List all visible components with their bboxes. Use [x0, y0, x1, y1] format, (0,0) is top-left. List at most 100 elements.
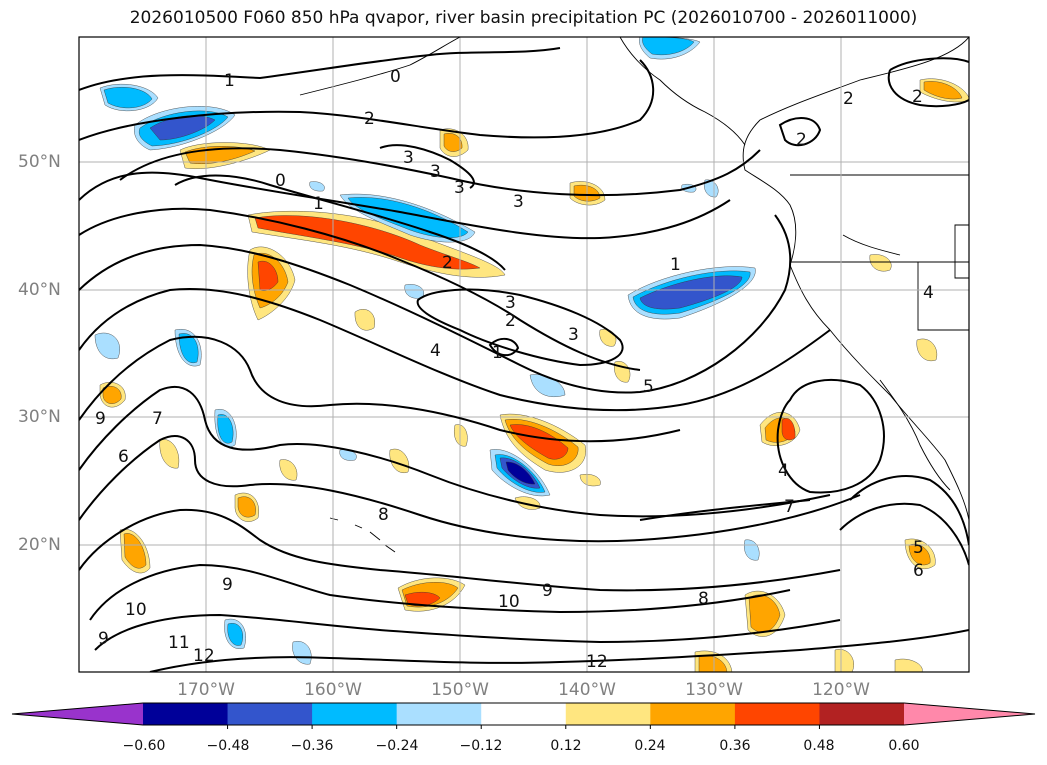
contour-line: [379, 144, 475, 189]
contour-label: 7: [152, 409, 163, 429]
lon-label-140w: 140°W: [558, 680, 616, 700]
colorbar-extend-low: [12, 703, 143, 725]
contour-line: [79, 59, 655, 141]
pc-pos-mid: [781, 418, 796, 441]
contour-label: 2: [442, 253, 453, 273]
lon-label-160w: 160°W: [304, 680, 362, 700]
contour-label: 4: [778, 461, 789, 481]
lat-label-20n: 20°N: [18, 535, 61, 555]
contour-label: 11: [168, 633, 190, 653]
contour-line: [94, 613, 841, 651]
pc-pos-faint: [354, 309, 375, 331]
pc-pos-faint: [916, 338, 938, 362]
pc-pos-faint: [279, 459, 298, 481]
contour-line: [839, 502, 969, 566]
pc-pos-faint: [454, 424, 468, 447]
contour-label: 5: [913, 538, 924, 558]
contour-label: 2: [505, 311, 516, 331]
hawaii-islands: [329, 517, 396, 553]
colorbar-segment: [227, 703, 313, 725]
pc-pos-low: [123, 533, 147, 569]
colorbar: [11, 702, 1036, 729]
coastlines: [299, 37, 969, 553]
state-border-4: [954, 224, 969, 279]
lon-label-150w: 150°W: [431, 680, 489, 700]
contour-line: [79, 385, 831, 518]
contour-line: [79, 435, 861, 543]
pc-neg-faint: [94, 332, 120, 360]
pc-pos-mid: [509, 424, 569, 460]
contour-label: 2: [843, 89, 854, 109]
contour-label: 8: [698, 589, 709, 609]
colorbar-tick: −0.36: [290, 738, 334, 754]
colorbar-tick: 0.60: [888, 738, 920, 754]
canada-islands: [619, 37, 746, 146]
pc-neg-low: [103, 87, 153, 109]
colorbar-segment: [650, 703, 736, 725]
contour-line: [778, 117, 822, 147]
contour-label: 9: [98, 629, 109, 649]
contour-label: 3: [430, 162, 441, 182]
pc-neg-mid: [639, 275, 743, 310]
contour-label: 0: [275, 171, 286, 191]
qvapor-contours: [79, 47, 969, 672]
contour-line: [119, 147, 761, 197]
pc-neg-strong: [505, 461, 536, 485]
contour-label: 9: [222, 575, 233, 595]
contour-label: 9: [95, 409, 106, 429]
pc-neg-faint: [292, 641, 312, 665]
contour-line: [149, 629, 969, 672]
contour-line: [79, 214, 792, 394]
pc-pos-mid: [257, 260, 279, 291]
contour-line: [639, 499, 811, 521]
colorbar-tick: −0.48: [206, 738, 250, 754]
colorbar-tick: −0.12: [459, 738, 503, 754]
contour-line: [174, 174, 506, 271]
north-america-coast: [742, 37, 969, 521]
contour-line: [79, 207, 641, 371]
colorbar-segment: [734, 703, 820, 725]
pc-pos-faint: [159, 439, 180, 469]
map-layers: 1 0 2 3 3 3 0 1 3 2 2 2 1 3 2 3 4 1 5 4 …: [79, 37, 969, 672]
contour-line: [79, 335, 681, 443]
pc-pos-low: [923, 81, 963, 100]
contour-label: 3: [568, 325, 579, 345]
pc-positive-shading: [99, 78, 969, 672]
contour-label: 9: [542, 581, 553, 601]
chart-title: 2026010500 F060 850 hPa qvapor, river ba…: [129, 8, 918, 28]
pc-pos-low: [102, 386, 122, 404]
contour-label: 3: [505, 293, 516, 313]
map-frame: [78, 36, 970, 673]
contour-label: 4: [430, 341, 441, 361]
contour-label: 5: [643, 377, 654, 397]
contour-label: 12: [193, 646, 215, 666]
pc-pos-faint: [894, 658, 923, 672]
contour-label: 7: [784, 497, 795, 517]
contour-line: [79, 508, 841, 592]
contour-label: 8: [378, 505, 389, 525]
contour-label: 12: [586, 652, 608, 672]
contour-line: [849, 475, 969, 546]
pc-neg-faint: [704, 179, 719, 198]
pc-pos-faint: [869, 254, 892, 272]
contour-line: [89, 563, 791, 621]
pc-pos-mid: [254, 215, 481, 270]
contour-line: [79, 288, 831, 412]
state-border-3: [917, 262, 969, 331]
colorbar-segment: [565, 703, 651, 725]
contour-label: 2: [796, 130, 807, 150]
pc-pos-mid: [404, 591, 441, 607]
contour-label: 6: [118, 447, 129, 467]
contour-label: 0: [390, 67, 401, 87]
state-border-5: [842, 234, 901, 256]
contour-label: 1: [670, 255, 681, 275]
colorbar-segment: [143, 703, 229, 725]
colorbar-segment: [396, 703, 482, 725]
pc-neg-low: [178, 333, 199, 364]
contour-label: 6: [913, 561, 924, 581]
pc-neg-faint: [309, 181, 325, 192]
colorbar-segment: [819, 703, 905, 725]
lat-label-30n: 30°N: [18, 407, 61, 427]
contour-label: 1: [313, 194, 324, 214]
